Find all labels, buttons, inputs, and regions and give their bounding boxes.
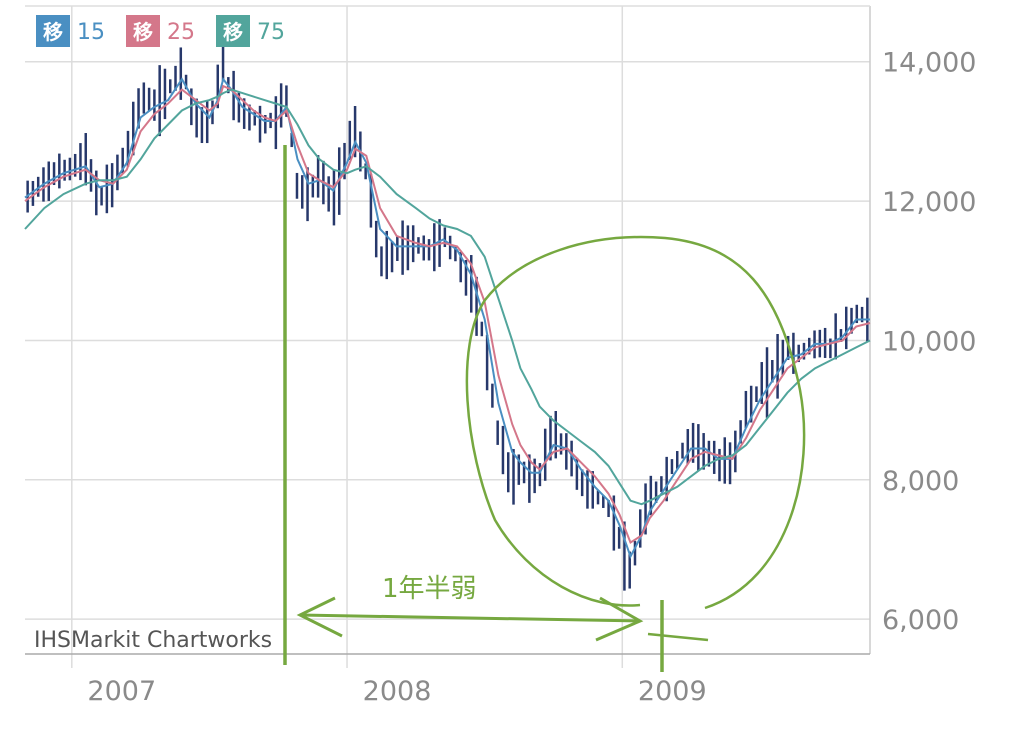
price-bars: [26, 42, 869, 591]
legend-label-75: 75: [257, 20, 285, 45]
y-tick-label-6000: 6,000: [882, 605, 959, 636]
moving-average-lines: [24, 77, 871, 560]
legend-swatch-label-25: 移: [133, 20, 153, 44]
x-tick-label-2007: 2007: [87, 676, 156, 707]
x-tick-label-2009: 2009: [638, 676, 707, 707]
legend-swatch-15: [36, 15, 70, 47]
legend-label-15: 15: [77, 20, 105, 45]
y-tick-label-8000: 8,000: [882, 466, 959, 497]
grid-lines: [25, 6, 870, 668]
x-tick-label-2008: 2008: [363, 676, 432, 707]
y-axis: 6,000 8,000 10,000 12,000 14,000: [882, 48, 976, 636]
hand-annotations: 1年半弱: [283, 145, 806, 672]
y-tick-label-12000: 12,000: [882, 187, 976, 218]
annotation-tick-mark: [647, 632, 709, 642]
y-tick-label-10000: 10,000: [882, 326, 976, 357]
annotation-label: 1年半弱: [382, 574, 477, 604]
legend-swatch-75: [216, 15, 250, 47]
ma-line-75: [24, 88, 871, 506]
legend-swatch-label-75: 移: [223, 20, 243, 44]
plot-frame: [25, 5, 871, 655]
annotation-arrowhead-left: [296, 596, 343, 638]
watermark: IHSMarkit Chartworks: [34, 628, 272, 653]
legend-label-25: 25: [167, 20, 195, 45]
annotation-circle: [465, 235, 806, 610]
legend-swatch-label-15: 移: [43, 20, 63, 44]
annotation-arrow-shaft: [299, 613, 641, 623]
legend-swatch-25: [126, 15, 160, 47]
y-tick-label-14000: 14,000: [882, 48, 976, 79]
legend: 移 15 移 25 移 75: [36, 15, 285, 47]
ma-line-25: [24, 84, 871, 544]
ma-line-15: [24, 77, 870, 560]
x-axis: 2007 2008 2009: [87, 676, 706, 707]
